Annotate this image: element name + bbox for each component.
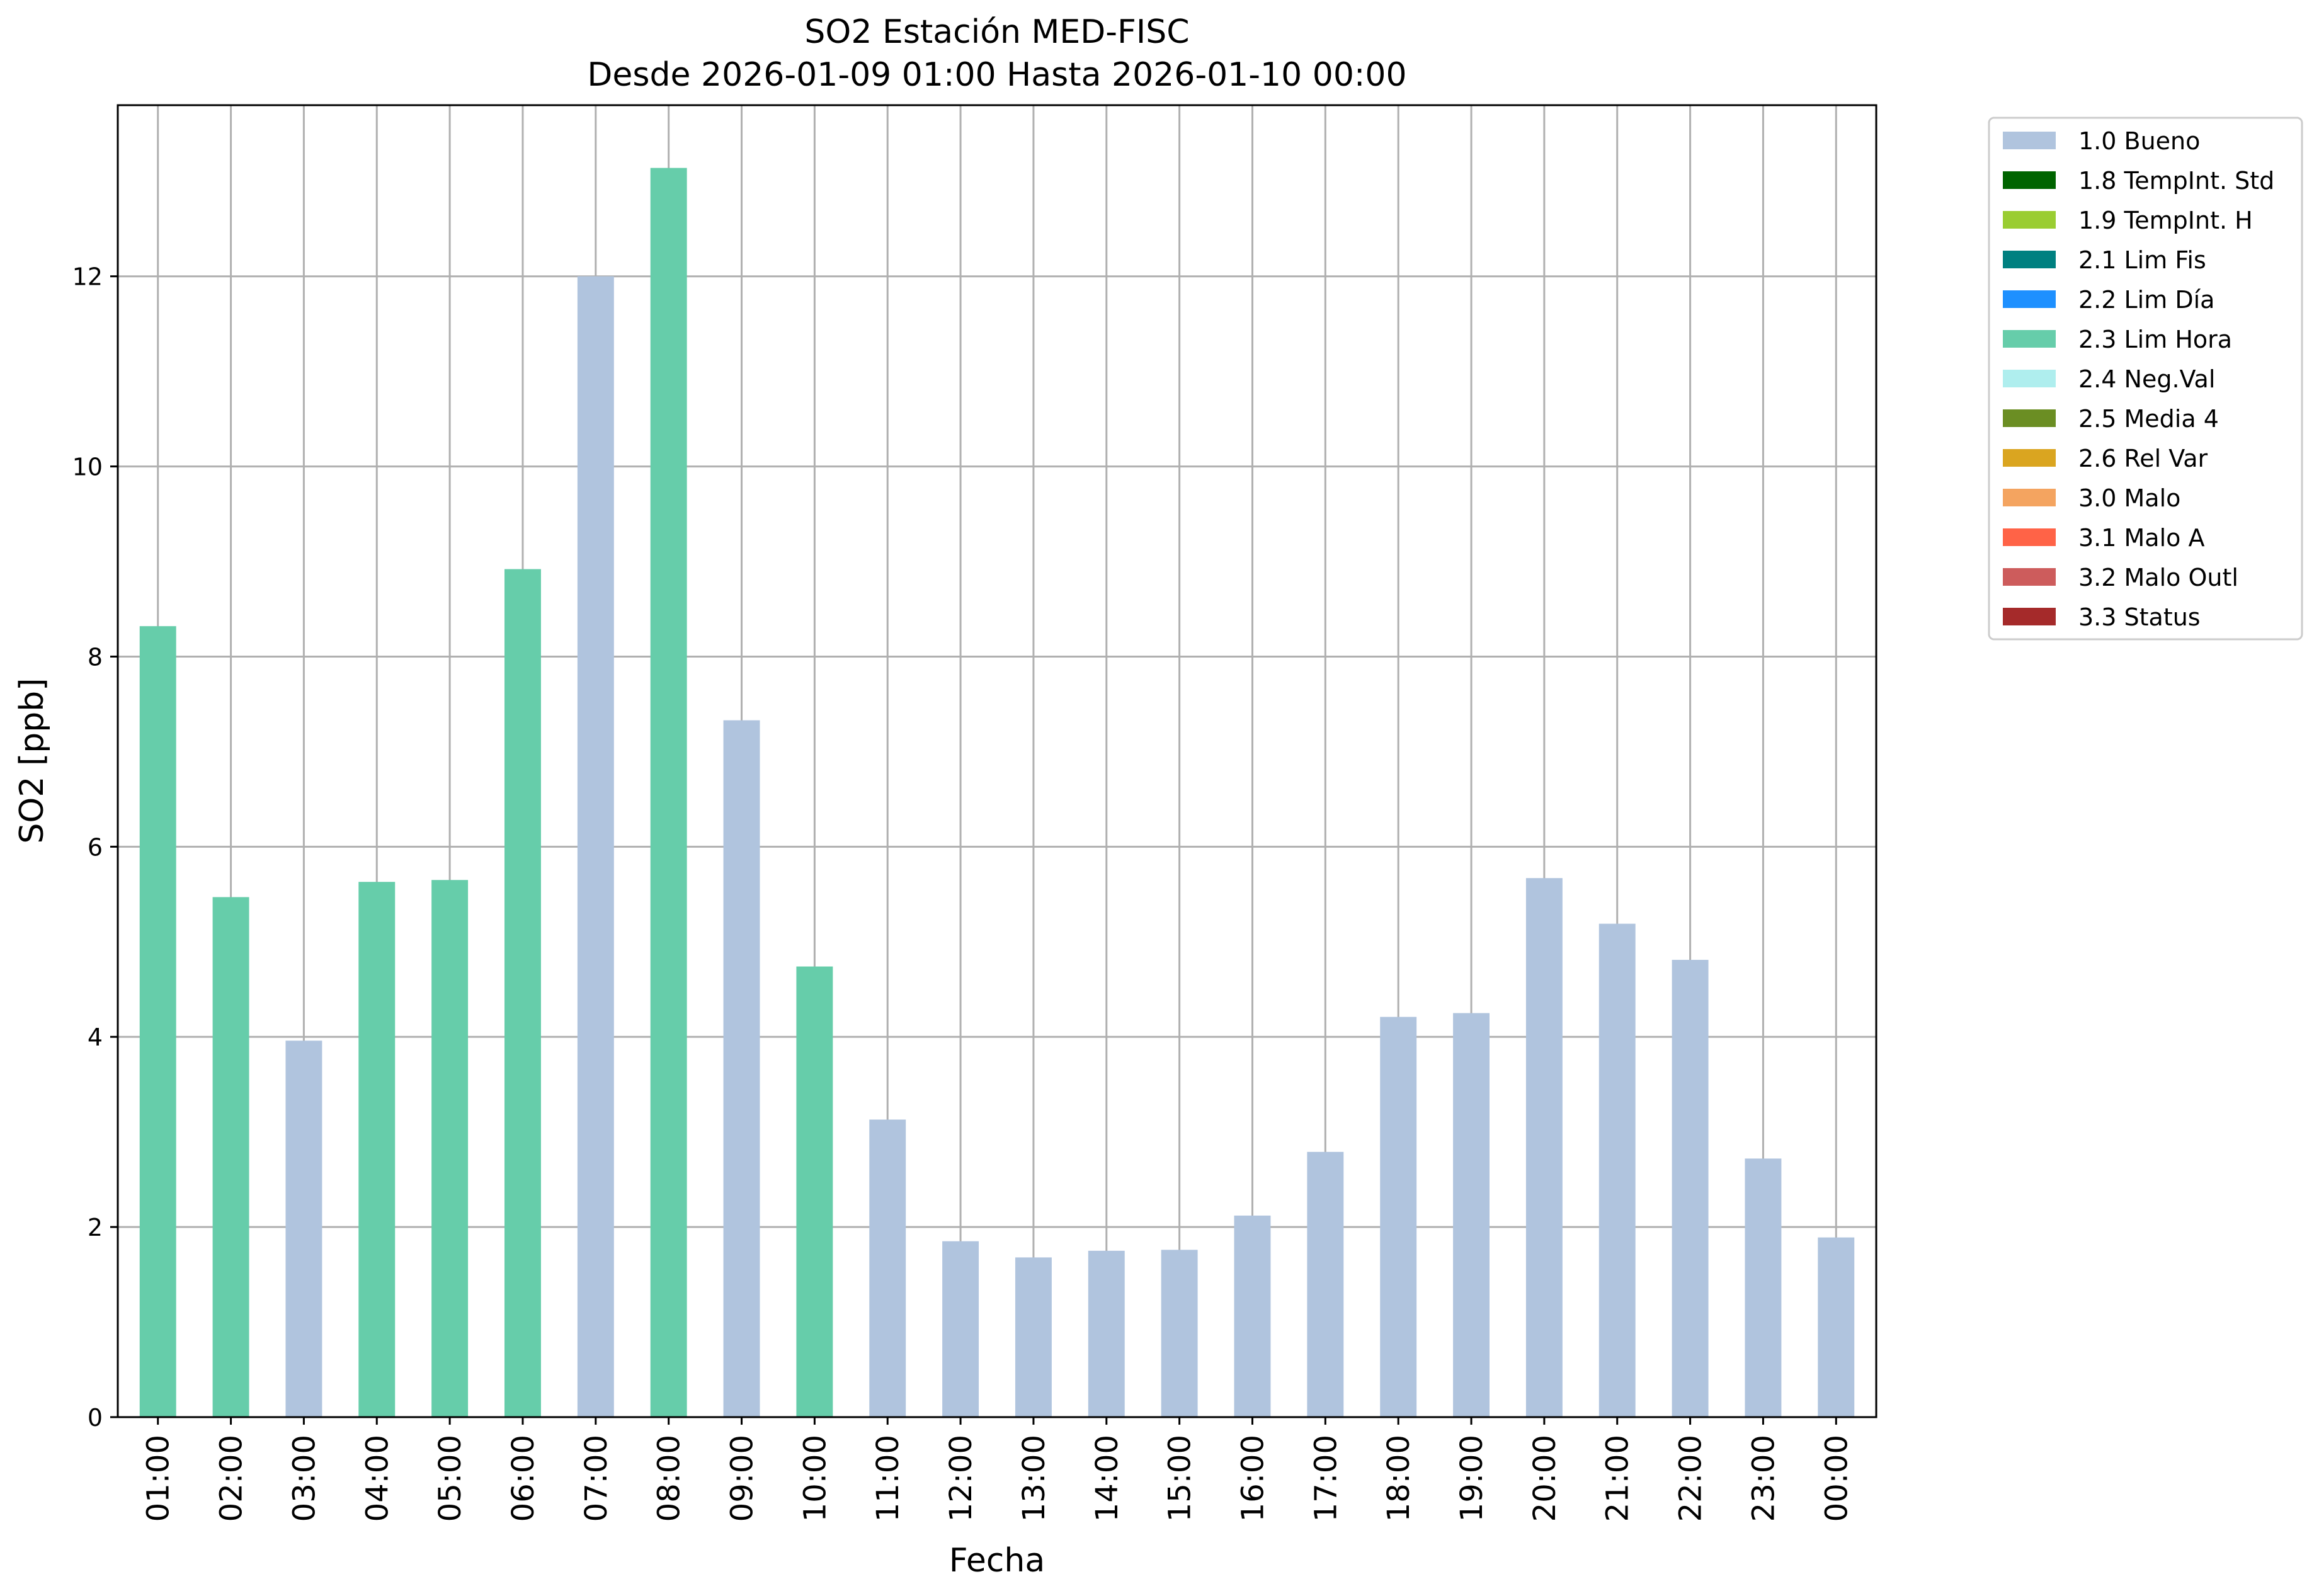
x-tick-label: 11:00 — [870, 1435, 906, 1522]
legend-swatch — [2003, 211, 2056, 229]
x-tick-label: 04:00 — [360, 1435, 395, 1522]
legend-label: 2.5 Media 4 — [2078, 405, 2219, 433]
x-tick-label: 10:00 — [797, 1435, 833, 1522]
legend-swatch — [2003, 370, 2056, 387]
y-axis-label: SO2 [ppb] — [13, 678, 51, 843]
legend-label: 2.2 Lim Día — [2078, 286, 2214, 314]
y-axis: 0 2 4 6 8 10 12 — [72, 263, 118, 1432]
x-tick-label: 06:00 — [506, 1435, 541, 1522]
legend-swatch — [2003, 290, 2056, 308]
chart-subtitle: Desde 2026-01-09 01:00 Hasta 2026-01-10 … — [587, 56, 1406, 94]
x-tick-label: 14:00 — [1090, 1435, 1125, 1522]
bar-2300 — [1745, 1158, 1782, 1417]
bar-0100 — [139, 626, 176, 1417]
x-tick-label: 00:00 — [1819, 1435, 1854, 1522]
bar-0700 — [577, 276, 614, 1417]
legend-label: 2.4 Neg.Val — [2078, 365, 2215, 393]
x-tick-label: 05:00 — [433, 1435, 468, 1522]
bar-0500 — [431, 880, 469, 1417]
bar-0400 — [358, 882, 396, 1417]
x-tick-label: 16:00 — [1235, 1435, 1270, 1522]
x-tick-label: 22:00 — [1673, 1435, 1709, 1522]
legend-swatch — [2003, 251, 2056, 268]
plot-frame — [117, 104, 1877, 1418]
x-axis-label: Fecha — [949, 1542, 1045, 1580]
legend-swatch — [2003, 528, 2056, 546]
x-tick-label: 19:00 — [1454, 1435, 1490, 1522]
legend-box — [1988, 117, 2303, 641]
legend-swatch — [2003, 608, 2056, 625]
x-tick-label: 18:00 — [1381, 1435, 1416, 1522]
y-tick-label: 2 — [88, 1214, 103, 1241]
legend-label: 1.9 TempInt. H — [2078, 207, 2253, 234]
x-tick-label: 15:00 — [1163, 1435, 1198, 1522]
x-tick-label: 09:00 — [725, 1435, 760, 1522]
legend-label: 1.8 TempInt. Std — [2078, 167, 2274, 195]
x-tick-label: 20:00 — [1527, 1435, 1563, 1522]
legend-label: 2.6 Rel Var — [2078, 445, 2208, 472]
x-axis: 01:00 02:00 03:00 04:00 05:00 06:00 07:00 08:00… — [141, 1417, 1854, 1522]
bar-0000 — [1818, 1237, 1855, 1417]
y-tick-label: 0 — [88, 1404, 103, 1432]
legend-label: 3.0 Malo — [2078, 484, 2180, 512]
x-tick-label: 03:00 — [287, 1435, 322, 1522]
bar-1000 — [796, 966, 833, 1417]
legend-label: 3.3 Status — [2078, 603, 2201, 631]
bar-1200 — [942, 1241, 979, 1417]
bar-0200 — [212, 897, 249, 1417]
legend-swatch — [2003, 171, 2056, 189]
x-tick-label: 02:00 — [214, 1435, 249, 1522]
y-tick-label: 6 — [88, 833, 103, 861]
bar-0300 — [285, 1040, 322, 1417]
bar-1900 — [1453, 1013, 1490, 1417]
legend: 1.0 Bueno 1.8 TempInt. Std 1.9 TempInt. H 2… — [1988, 117, 2303, 641]
bar-1800 — [1380, 1017, 1417, 1417]
bar-0800 — [650, 168, 687, 1418]
bar-1100 — [869, 1119, 906, 1417]
y-tick-label: 8 — [88, 643, 103, 671]
bar-0900 — [723, 720, 760, 1417]
bar-2100 — [1598, 923, 1636, 1417]
bar-1500 — [1161, 1250, 1198, 1417]
x-tick-label: 07:00 — [579, 1435, 614, 1522]
bars — [139, 168, 1855, 1418]
bar-1700 — [1307, 1151, 1344, 1417]
x-tick-label: 01:00 — [141, 1435, 176, 1522]
bar-1600 — [1234, 1216, 1271, 1417]
legend-label: 2.1 Lim Fis — [2078, 246, 2206, 274]
legend-swatch — [2003, 489, 2056, 506]
bar-0600 — [504, 569, 541, 1417]
x-tick-label: 12:00 — [943, 1435, 979, 1522]
bar-2200 — [1672, 959, 1709, 1417]
bar-1400 — [1088, 1250, 1125, 1417]
y-tick-label: 10 — [72, 453, 103, 481]
legend-swatch — [2003, 330, 2056, 348]
legend-label: 3.1 Malo A — [2078, 524, 2204, 552]
legend-label: 2.3 Lim Hora — [2078, 326, 2232, 353]
legend-label: 1.0 Bueno — [2078, 127, 2200, 155]
legend-swatch — [2003, 132, 2056, 149]
bar-2000 — [1525, 878, 1563, 1417]
legend-swatch — [2003, 568, 2056, 586]
x-tick-label: 08:00 — [652, 1435, 687, 1522]
bar-1300 — [1015, 1257, 1052, 1417]
legend-swatch — [2003, 449, 2056, 467]
x-tick-label: 21:00 — [1600, 1435, 1636, 1522]
legend-swatch — [2003, 409, 2056, 427]
y-tick-label: 12 — [72, 263, 103, 291]
y-tick-label: 4 — [88, 1023, 103, 1051]
x-tick-label: 23:00 — [1746, 1435, 1781, 1522]
legend-label: 3.2 Malo Outl — [2078, 564, 2238, 591]
x-tick-label: 13:00 — [1017, 1435, 1052, 1522]
x-tick-label: 17:00 — [1308, 1435, 1343, 1522]
chart-title: SO2 Estación MED-FISC — [804, 13, 1189, 51]
